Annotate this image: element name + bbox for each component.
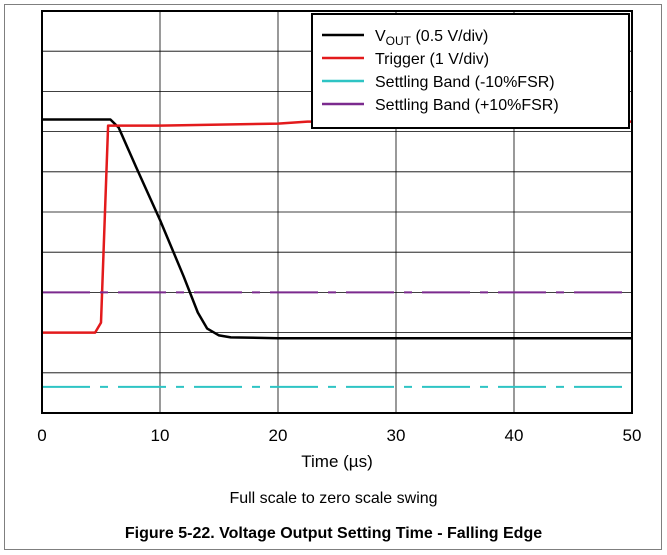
- series-line-1: [42, 118, 632, 340]
- series-line-2: [42, 120, 632, 334]
- figure-frame: [4, 4, 662, 550]
- legend-label: Trigger (1 V/div): [375, 51, 489, 68]
- chart-subtitle: Full scale to zero scale swing: [229, 490, 438, 507]
- legend: VOUT (0.5 V/div)Trigger (1 V/div)Settlin…: [311, 13, 630, 129]
- x-axis-tick-labels: 0 10 20 30 40 50: [37, 426, 641, 445]
- x-tick-label: 20: [269, 426, 288, 445]
- x-tick-label: 40: [505, 426, 524, 445]
- x-tick-label: 30: [387, 426, 406, 445]
- x-tick-label: 50: [623, 426, 642, 445]
- x-tick-label: 10: [151, 426, 170, 445]
- legend-label: Settling Band (-10%FSR): [375, 74, 555, 91]
- x-tick-label: 0: [37, 426, 46, 445]
- legend-label: Settling Band (+10%FSR): [375, 97, 559, 114]
- x-axis-label: Time (µs): [301, 452, 373, 471]
- figure-title: Figure 5-22. Voltage Output Setting Time…: [124, 525, 543, 542]
- voltage-output-settling-chart: 0 10 20 30 40 50 Time (µs) VOUT (0.5 V/div)Tr…: [37, 10, 641, 471]
- plot-area-border: [41, 10, 633, 414]
- chart-series-layer: [42, 118, 632, 388]
- legend-box: [311, 13, 630, 129]
